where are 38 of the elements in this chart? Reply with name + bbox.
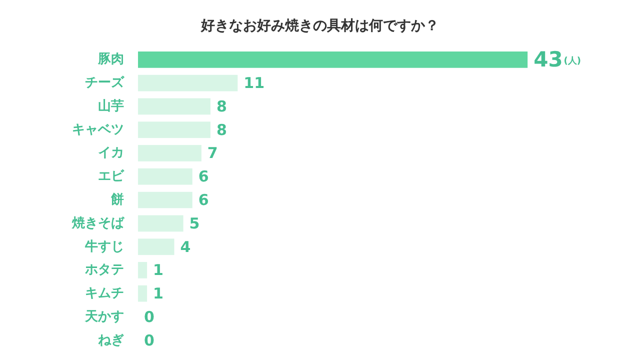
bar [138, 285, 148, 302]
y-tick-label: 餅 [110, 192, 124, 208]
y-tick-label: キャベツ [72, 122, 124, 138]
y-tick-label: 焼きそば [71, 216, 125, 231]
data-label: 1 [153, 284, 164, 303]
bar [138, 168, 192, 185]
bar [138, 145, 202, 162]
data-label: 11 [244, 74, 265, 92]
y-tick-label: 牛すじ [84, 239, 124, 254]
data-label: 6 [198, 191, 209, 209]
bar [138, 192, 192, 208]
bar [138, 122, 210, 138]
y-tick-label: チーズ [85, 76, 125, 91]
data-label: 0 [144, 331, 154, 350]
y-tick-label: 豚肉 [97, 52, 124, 68]
y-tick-label: 山芋 [98, 98, 124, 114]
bar [138, 262, 148, 278]
data-label: 5 [189, 214, 200, 232]
chart-title: 好きなお好み焼きの具材は何ですか？ [200, 18, 439, 34]
data-label: 4 [180, 238, 191, 256]
y-tick-label: イカ [98, 146, 124, 161]
data-label: 0 [144, 308, 154, 326]
data-label: 8 [216, 97, 227, 116]
data-label: 7 [207, 144, 218, 162]
bar [138, 238, 174, 255]
data-label: 8 [216, 120, 227, 139]
y-tick-label: ねぎ [98, 332, 124, 348]
data-label: 6 [198, 168, 209, 186]
y-tick-label: エビ [98, 169, 125, 184]
y-tick-label: 天かす [84, 309, 124, 324]
bar [138, 74, 238, 92]
data-label: 1 [153, 261, 164, 280]
y-tick-label: ホタテ [84, 262, 124, 278]
data-label: 43(人) [534, 48, 582, 72]
y-tick-label: キムチ [85, 286, 124, 302]
bar [138, 52, 528, 68]
bar [138, 215, 184, 232]
bar [138, 98, 210, 115]
